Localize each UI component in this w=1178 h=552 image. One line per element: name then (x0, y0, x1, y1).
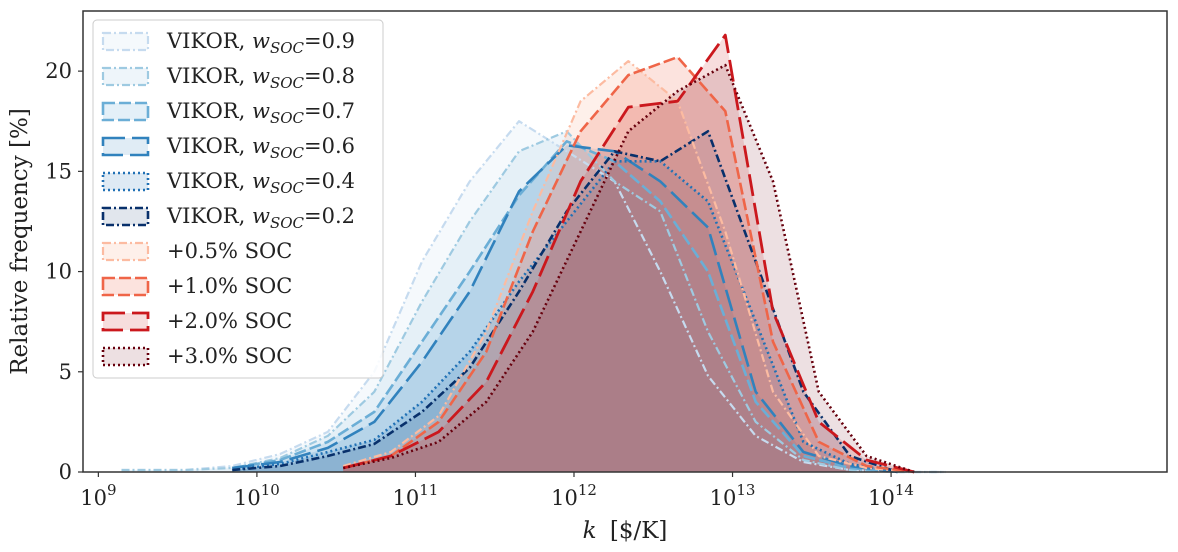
legend-entry-1: VIKOR, wSOC=0.8 (101, 64, 355, 92)
y-tick-label-4: 20 (45, 59, 72, 83)
legend-swatch-3 (101, 136, 150, 157)
series-line-0 (121, 120, 946, 474)
legend-label-1: VIKOR, wSOC=0.8 (166, 64, 355, 92)
legend-swatch-5 (101, 206, 150, 227)
legend-label-9: +3.0% SOC (167, 344, 292, 368)
legend-label-2: VIKOR, wSOC=0.7 (166, 99, 355, 127)
legend-label-5: VIKOR, wSOC=0.2 (166, 204, 355, 232)
y-tick-label-0: 0 (59, 460, 72, 484)
series-area-4 (232, 161, 898, 473)
series-area-3 (232, 145, 898, 473)
legend-entry-7: +1.0% SOC (101, 274, 292, 298)
x-axis-unit: [$/K] (610, 518, 668, 544)
legend-swatch-2 (101, 101, 150, 122)
series-area-6 (343, 61, 915, 472)
legend-swatch-7 (101, 276, 150, 297)
x-tick-label-0: 109 (80, 481, 116, 510)
legend-entry-0: VIKOR, wSOC=0.9 (101, 29, 355, 57)
x-tick-label-4: 1013 (710, 481, 756, 510)
legend: VIKOR, wSOC=0.9 VIKOR, wSOC=0.8 VIKOR, wSO… (92, 19, 384, 379)
legend-label-6: +0.5% SOC (167, 239, 292, 263)
series-line-8 (342, 33, 915, 474)
legend-box (92, 19, 384, 379)
legend-swatch-1 (101, 66, 150, 87)
series-line-1 (121, 130, 946, 474)
x-tick-label-1: 1010 (234, 481, 280, 510)
plot-frame (82, 10, 1168, 473)
series-area-7 (343, 57, 915, 472)
legend-entry-8: +2.0% SOC (101, 309, 292, 333)
y-tick-label-1: 5 (59, 360, 72, 384)
series-area-9 (343, 65, 915, 472)
x-tick-label-3: 1012 (551, 481, 597, 510)
legend-swatch-8 (101, 311, 150, 332)
series-area-0 (121, 121, 946, 472)
legend-entry-5: VIKOR, wSOC=0.2 (101, 204, 355, 232)
legend-entry-2: VIKOR, wSOC=0.7 (101, 99, 355, 127)
x-tick-label-2: 1011 (393, 481, 439, 510)
series-line-9 (342, 63, 915, 474)
y-axis-ticks: 0 5 10 15 20 (45, 59, 83, 484)
x-axis-label: k [$/K] (583, 518, 668, 544)
series-area-5 (232, 131, 898, 473)
legend-entry-3: VIKOR, wSOC=0.6 (101, 134, 355, 162)
series-layer (121, 33, 946, 474)
x-axis-symbol: k (583, 518, 597, 544)
legend-label-0: VIKOR, wSOC=0.9 (166, 29, 355, 57)
y-tick-label-2: 10 (45, 260, 72, 284)
legend-label-8: +2.0% SOC (167, 309, 292, 333)
x-tick-label-5: 1014 (868, 481, 914, 510)
legend-entry-6: +0.5% SOC (101, 239, 292, 263)
legend-label-7: +1.0% SOC (167, 274, 292, 298)
legend-label-4: VIKOR, wSOC=0.4 (166, 169, 355, 197)
series-line-6 (342, 60, 915, 474)
series-line-3 (232, 144, 898, 474)
y-tick-label-3: 15 (45, 159, 72, 183)
legend-entry-4: VIKOR, wSOC=0.4 (101, 169, 355, 197)
series-line-7 (342, 55, 915, 474)
series-area-1 (121, 131, 946, 473)
legend-swatch-0 (101, 31, 150, 52)
x-axis-ticks: 109 1010 1011 1012 1013 1014 (80, 472, 914, 510)
legend-swatch-6 (101, 241, 150, 262)
series-line-2 (232, 140, 898, 474)
legend-swatch-9 (101, 346, 150, 367)
legend-swatch-4 (101, 171, 150, 192)
legend-entry-9: +3.0% SOC (101, 344, 292, 368)
y-axis-label: Relative frequency [%] (7, 108, 33, 375)
legend-label-3: VIKOR, wSOC=0.6 (166, 134, 355, 162)
